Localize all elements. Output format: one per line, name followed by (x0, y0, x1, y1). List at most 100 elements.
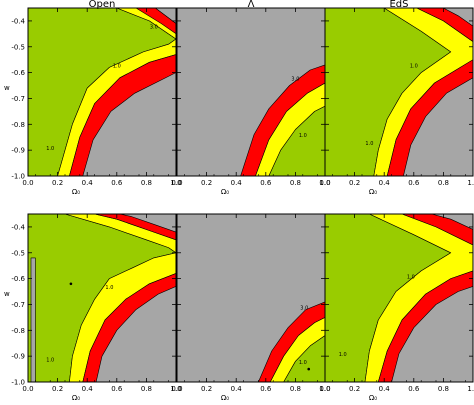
x-axis-label: Ω₀ (221, 188, 229, 196)
y-tick-label: -0.8 (11, 327, 25, 335)
contour-label: 1.0 (299, 360, 307, 366)
x-tick-label: 1.0 (170, 179, 181, 187)
confidence-region-level-3 (258, 301, 325, 382)
x-axis-label: Ω₀ (369, 394, 377, 402)
panel-r2c2: 1.0 3.0 0.0 0.2 0.4 0.6 0.8 1.0 Ω₀ (171, 213, 331, 402)
panel-r1c2: 1.0 3.0 Λ 0.0 0.2 0.4 0.6 0.8 1.0 Ω₀ (171, 0, 330, 196)
x-axis-label: Ω₀ (72, 394, 80, 402)
panel-title: Open (89, 0, 116, 10)
x-tick-label: 0.6 (408, 385, 420, 393)
y-tick-label: -0.6 (11, 275, 25, 283)
panel-regions: 1.0 3.0 (258, 301, 325, 382)
x-tick-label: 0.6 (111, 179, 123, 187)
x-tick-label: 0.6 (408, 179, 420, 187)
x-tick-label: 0.2 (349, 385, 360, 393)
contour-label: 1.0 (365, 141, 373, 147)
panel-frame (27, 213, 177, 383)
panel-regions: 1.0 3.0 (240, 64, 325, 176)
panel-regions: 1.0 1.0 (325, 214, 473, 382)
best-fit-marker (69, 282, 73, 286)
panel-title: Λ (248, 0, 255, 10)
x-tick-label: 1.0 (170, 385, 181, 393)
x-tick-label: 0.8 (141, 385, 152, 393)
x-tick-label: 0.0 (319, 385, 330, 393)
y-axis-label: w (4, 290, 10, 298)
x-tick-label: 0.0 (171, 179, 182, 187)
panel-frame (27, 7, 177, 177)
panel-regions: 1.0 1.0 (28, 214, 176, 382)
contour-label: 1.0 (46, 357, 54, 363)
panel-r1c3: 1.0 1.0 EdS 0.0 0.2 0.4 0.6 0.8 1.0 Ω₀ (319, 0, 474, 196)
panel-title: EdS (389, 0, 408, 10)
contour-label: 1.0 (113, 63, 121, 69)
x-tick-label: 0.6 (260, 385, 272, 393)
x-tick-label: 0.2 (201, 179, 212, 187)
x-tick-label: 0.0 (22, 179, 33, 187)
x-tick-label: 0.8 (438, 179, 449, 187)
contour-label: 1.0 (105, 285, 113, 291)
contour-label: 1.0 (46, 146, 54, 152)
best-fit-marker (307, 367, 311, 371)
x-tick-label: 0.0 (22, 385, 33, 393)
x-axis-label: Ω₀ (369, 188, 377, 196)
x-tick-label: 0.0 (171, 385, 182, 393)
panel-frame (324, 213, 474, 383)
x-tick-label: 1.0 (467, 179, 474, 187)
x-tick-label: 0.0 (319, 179, 330, 187)
x-tick-label: 0.2 (52, 385, 63, 393)
y-tick-label: -0.5 (11, 249, 25, 257)
y-tick-label: -1.0 (11, 173, 25, 181)
x-tick-label: 0.4 (379, 179, 391, 187)
x-tick-label: 0.4 (231, 179, 243, 187)
panel-r2c3: 1.01.00.00.20.40.60.81.0Ω₀ (319, 213, 474, 402)
x-tick-label: 0.8 (290, 179, 301, 187)
x-axis-label: Ω₀ (72, 188, 80, 196)
x-axis-label: Ω₀ (221, 394, 229, 402)
panel-r2c1: 1.01.00.0 0.2 0.4 0.6 0.8 1.0Ω₀-0.4-0.5-0.6-0… (4, 213, 182, 402)
x-tick-label: 0.6 (260, 179, 272, 187)
x-tick-label: 0.4 (231, 385, 243, 393)
x-tick-label: 0.8 (290, 385, 301, 393)
x-tick-label: 0.4 (379, 385, 391, 393)
y-tick-label: -0.9 (11, 147, 25, 155)
panel-r1c1: 1.0 1.0 3.0 Open 0.0 0.2 0.4 0.6 0.8 1.0 Ω₀ -0.4 -0.… (4, 0, 182, 196)
confidence-region-level-3 (386, 8, 473, 176)
x-tick-label: 1.0 (319, 179, 330, 187)
y-tick-label: -0.9 (11, 353, 25, 361)
contour-label: 1.0 (407, 275, 415, 281)
y-tick-label: -0.4 (11, 17, 25, 25)
y-tick-label: -0.7 (11, 301, 25, 309)
contour-label: 3.0 (150, 25, 158, 31)
confidence-region-level-3 (82, 214, 176, 382)
confidence-region-level-3 (377, 214, 473, 382)
contour-label: 1.0 (410, 63, 418, 69)
y-tick-label: -0.5 (11, 43, 25, 51)
panel-regions: 1.0 1.0 3.0 (28, 8, 176, 176)
x-tick-label: 0.2 (349, 179, 360, 187)
y-tick-label: -0.6 (11, 69, 25, 77)
contour-label: 1.0 (299, 133, 307, 139)
y-tick-label: -0.7 (11, 95, 25, 103)
x-tick-label: 0.2 (52, 179, 63, 187)
x-tick-label: 0.8 (141, 179, 152, 187)
y-tick-label: -1.0 (11, 379, 25, 387)
panel-regions: 1.0 1.0 (325, 8, 473, 176)
y-axis-label: w (4, 84, 10, 92)
y-tick-label: -0.8 (11, 121, 25, 129)
x-tick-label: 0.4 (82, 179, 94, 187)
confidence-region-level-0 (30, 257, 36, 382)
x-tick-label: 0.6 (111, 385, 123, 393)
x-tick-label: 1.0 (319, 385, 330, 393)
x-tick-label: 1.0 (467, 385, 474, 393)
x-tick-label: 0.4 (82, 385, 94, 393)
contour-label: 1.0 (339, 352, 347, 358)
confidence-region-level-3 (69, 8, 176, 176)
contour-label: 3.0 (300, 306, 308, 312)
x-tick-label: 0.2 (201, 385, 212, 393)
confidence-region-level-3 (240, 64, 325, 176)
contour-label: 3.0 (291, 76, 299, 82)
x-tick-label: 0.8 (438, 385, 449, 393)
panel-frame (324, 7, 474, 177)
y-tick-label: -0.4 (11, 223, 25, 231)
